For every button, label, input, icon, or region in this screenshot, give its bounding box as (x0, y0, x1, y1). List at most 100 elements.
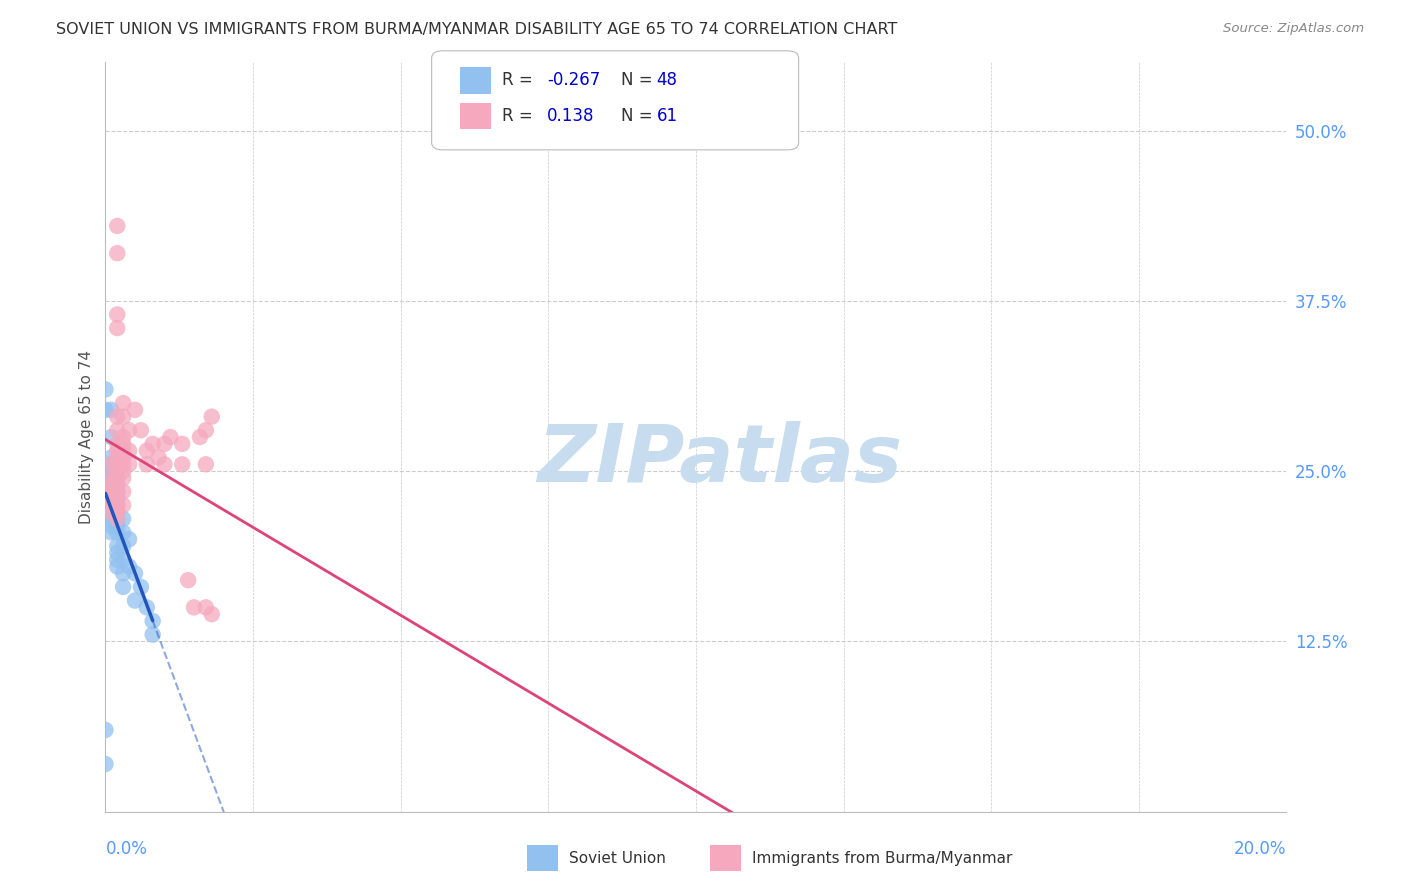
Point (112, 430, 135, 444)
Point (100, 430, 122, 444)
Point (153, 458, 176, 472)
Point (100, 477, 122, 491)
Text: 0.138: 0.138 (547, 107, 595, 125)
Point (194, 600, 217, 615)
Point (177, 573, 200, 587)
Point (112, 566, 135, 581)
Text: 48: 48 (657, 71, 678, 89)
Point (194, 458, 217, 472)
Text: R =: R = (502, 107, 543, 125)
Point (201, 607, 224, 622)
Point (105, 219, 128, 233)
Point (105, 423, 128, 437)
Point (105, 458, 128, 472)
Text: N =: N = (621, 71, 658, 89)
Point (105, 471, 128, 485)
Point (112, 450, 135, 465)
Point (100, 498, 122, 512)
Point (105, 559, 128, 574)
Point (118, 423, 141, 437)
Point (100, 484, 122, 499)
Point (105, 246, 128, 260)
Point (105, 546, 128, 560)
Point (100, 484, 122, 499)
Point (100, 471, 122, 485)
Point (124, 593, 146, 607)
Point (112, 443, 135, 458)
Point (100, 512, 122, 526)
Point (105, 484, 128, 499)
Point (112, 512, 135, 526)
Point (159, 430, 181, 444)
Point (135, 600, 157, 615)
Point (183, 600, 205, 615)
Point (112, 471, 135, 485)
Text: 0.0%: 0.0% (105, 840, 148, 858)
Point (94, 402, 117, 417)
Point (100, 494, 122, 508)
Point (112, 552, 135, 566)
Point (112, 437, 135, 451)
Point (112, 580, 135, 594)
Text: 61: 61 (657, 107, 678, 125)
Point (100, 471, 122, 485)
Text: N =: N = (621, 107, 658, 125)
Point (105, 308, 128, 322)
Point (135, 443, 157, 458)
Text: Immigrants from Burma/Myanmar: Immigrants from Burma/Myanmar (752, 851, 1012, 865)
Point (105, 321, 128, 335)
Point (105, 443, 128, 458)
Point (100, 467, 122, 481)
Text: R =: R = (502, 71, 538, 89)
Point (100, 481, 122, 495)
Point (118, 533, 141, 547)
Point (100, 518, 122, 533)
Point (105, 409, 128, 424)
Point (124, 402, 146, 417)
Point (135, 458, 157, 472)
Point (94, 757, 117, 772)
Point (100, 491, 122, 506)
Point (105, 464, 128, 478)
Point (105, 491, 128, 506)
Point (94, 723, 117, 737)
Point (105, 512, 128, 526)
Point (142, 437, 165, 451)
Point (100, 450, 122, 465)
Point (100, 402, 122, 417)
Point (188, 430, 211, 444)
Point (172, 437, 194, 451)
Point (118, 559, 141, 574)
Point (105, 498, 128, 512)
Text: Soviet Union: Soviet Union (569, 851, 666, 865)
Point (129, 580, 152, 594)
Point (172, 458, 194, 472)
Point (153, 437, 176, 451)
Point (105, 471, 128, 485)
Text: 20.0%: 20.0% (1234, 840, 1286, 858)
Point (112, 525, 135, 540)
Point (100, 458, 122, 472)
Point (112, 396, 135, 410)
Point (100, 477, 122, 491)
Point (105, 518, 128, 533)
Point (100, 505, 122, 519)
Point (105, 505, 128, 519)
Point (142, 614, 165, 628)
Point (105, 484, 128, 499)
Point (105, 505, 128, 519)
Point (100, 464, 122, 478)
Point (112, 409, 135, 424)
Point (112, 464, 135, 478)
Point (100, 458, 122, 472)
Text: -0.267: -0.267 (547, 71, 600, 89)
Point (129, 423, 152, 437)
Point (105, 525, 128, 540)
Point (100, 498, 122, 512)
Point (112, 484, 135, 499)
Point (100, 525, 122, 540)
Point (118, 458, 141, 472)
Point (148, 450, 170, 465)
Point (100, 505, 122, 519)
Point (112, 458, 135, 472)
